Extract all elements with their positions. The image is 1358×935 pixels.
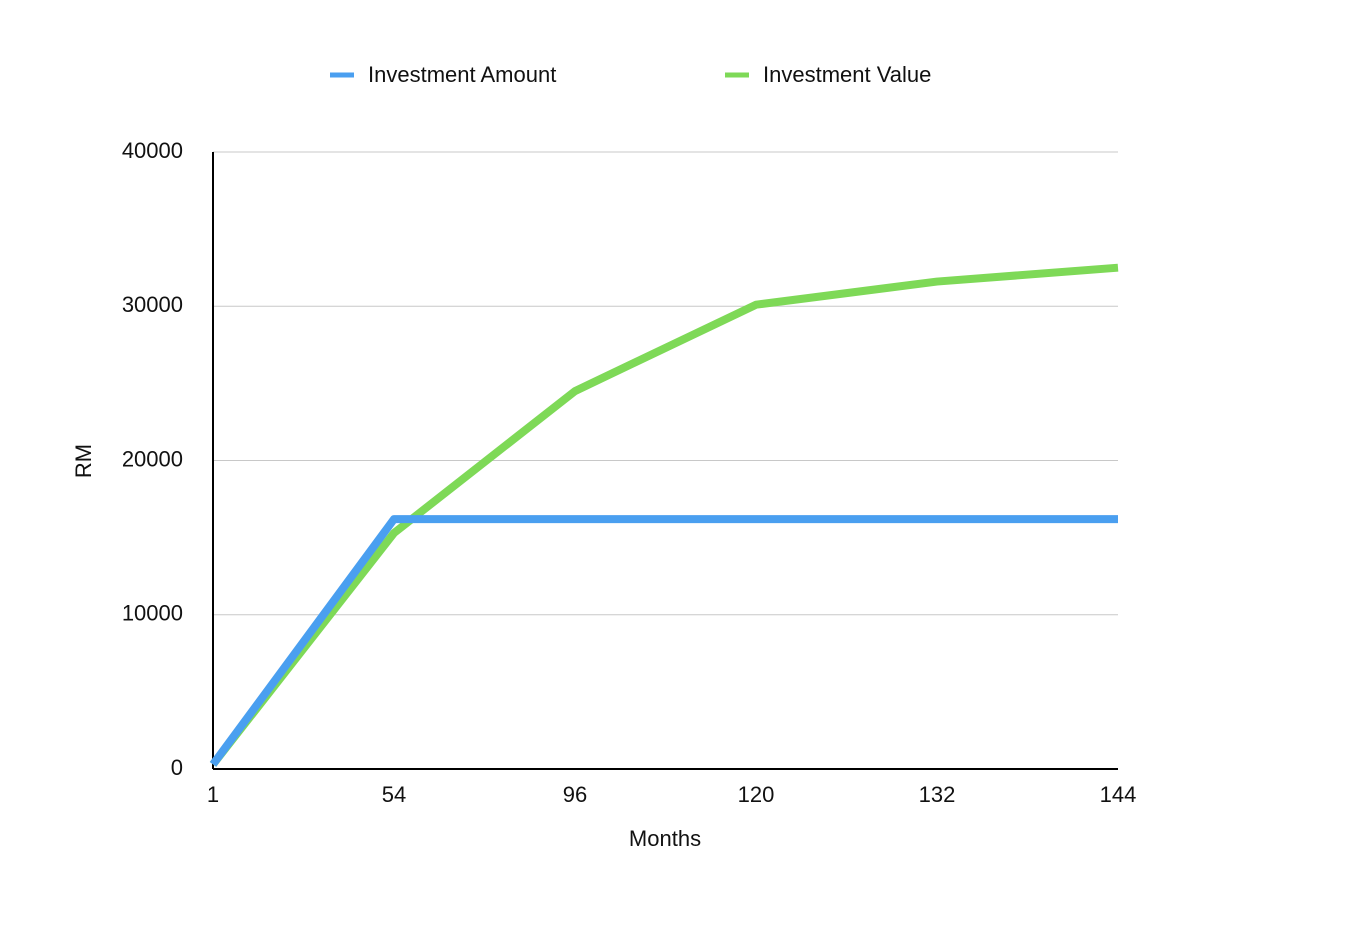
x-tick-label: 1 <box>207 782 219 807</box>
legend-label: Investment Amount <box>368 62 556 87</box>
series-line <box>209 515 1118 767</box>
legend-label: Investment Value <box>763 62 931 87</box>
y-tick-label: 0 <box>171 755 183 780</box>
x-tick-label: 144 <box>1100 782 1137 807</box>
x-tick-label: 54 <box>382 782 406 807</box>
series-line <box>209 263 1119 767</box>
x-tick-label: 132 <box>919 782 956 807</box>
x-tick-label: 120 <box>738 782 775 807</box>
x-tick-label: 96 <box>563 782 587 807</box>
y-tick-label: 20000 <box>122 446 183 471</box>
x-axis-label: Months <box>629 826 701 851</box>
y-tick-label: 10000 <box>122 601 183 626</box>
y-axis-label: RM <box>71 444 96 478</box>
y-tick-label: 30000 <box>122 292 183 317</box>
y-tick-label: 40000 <box>122 138 183 163</box>
